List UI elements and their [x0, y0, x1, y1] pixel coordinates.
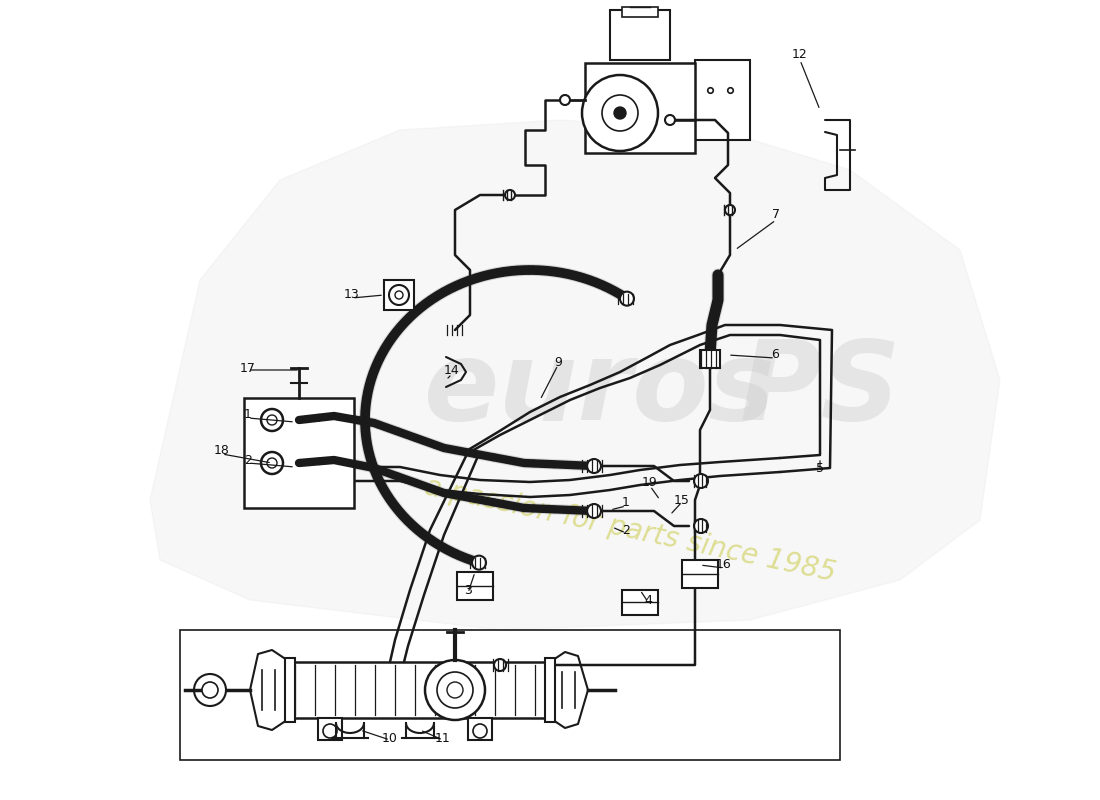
- Circle shape: [447, 682, 463, 698]
- Circle shape: [587, 504, 601, 518]
- Circle shape: [425, 660, 485, 720]
- Circle shape: [267, 458, 277, 468]
- Text: PS: PS: [739, 337, 901, 443]
- Circle shape: [694, 519, 708, 533]
- Text: a passion for parts since 1985: a passion for parts since 1985: [422, 473, 838, 587]
- Circle shape: [560, 95, 570, 105]
- Circle shape: [725, 205, 735, 215]
- Text: 4: 4: [645, 594, 652, 606]
- Text: 14: 14: [444, 363, 460, 377]
- Bar: [456, 572, 493, 600]
- Bar: [285, 658, 295, 722]
- Text: 1: 1: [244, 409, 252, 422]
- Circle shape: [582, 75, 658, 151]
- Text: 13: 13: [344, 289, 360, 302]
- Text: 9: 9: [554, 355, 562, 369]
- Bar: [468, 718, 492, 740]
- Circle shape: [620, 292, 634, 306]
- Bar: [244, 398, 354, 508]
- Polygon shape: [150, 120, 1000, 630]
- Circle shape: [614, 107, 626, 119]
- Bar: [610, 10, 670, 60]
- Text: 7: 7: [772, 209, 780, 222]
- Text: 18: 18: [214, 443, 230, 457]
- Text: 11: 11: [436, 731, 451, 745]
- Circle shape: [505, 190, 515, 200]
- Text: 15: 15: [674, 494, 690, 506]
- Text: 10: 10: [382, 731, 398, 745]
- Bar: [544, 658, 556, 722]
- Text: 6: 6: [771, 349, 779, 362]
- Bar: [384, 280, 414, 310]
- Text: 17: 17: [240, 362, 256, 374]
- Circle shape: [472, 556, 486, 570]
- Bar: [682, 560, 718, 588]
- Text: 2: 2: [623, 523, 630, 537]
- Bar: [318, 718, 342, 740]
- Bar: [585, 63, 695, 153]
- Bar: [695, 60, 750, 140]
- Bar: [700, 350, 720, 368]
- Circle shape: [267, 415, 277, 425]
- Circle shape: [261, 452, 283, 474]
- Circle shape: [666, 115, 675, 125]
- Text: euros: euros: [425, 337, 776, 443]
- Text: 12: 12: [792, 49, 807, 62]
- Circle shape: [602, 95, 638, 131]
- Text: 2: 2: [244, 454, 252, 466]
- Text: 1: 1: [623, 497, 630, 510]
- Bar: [621, 7, 658, 17]
- Circle shape: [437, 672, 473, 708]
- Circle shape: [494, 659, 506, 671]
- Text: 5: 5: [816, 462, 824, 474]
- Circle shape: [587, 459, 601, 473]
- Circle shape: [473, 724, 487, 738]
- Text: 3: 3: [464, 583, 472, 597]
- Text: 19: 19: [642, 477, 658, 490]
- Circle shape: [261, 409, 283, 431]
- Circle shape: [323, 724, 337, 738]
- Circle shape: [389, 285, 409, 305]
- Circle shape: [194, 674, 226, 706]
- Circle shape: [395, 291, 403, 299]
- Bar: [621, 590, 658, 615]
- Bar: [290, 662, 550, 718]
- Bar: [180, 630, 840, 760]
- Circle shape: [202, 682, 218, 698]
- Circle shape: [694, 474, 708, 488]
- Text: 16: 16: [716, 558, 732, 571]
